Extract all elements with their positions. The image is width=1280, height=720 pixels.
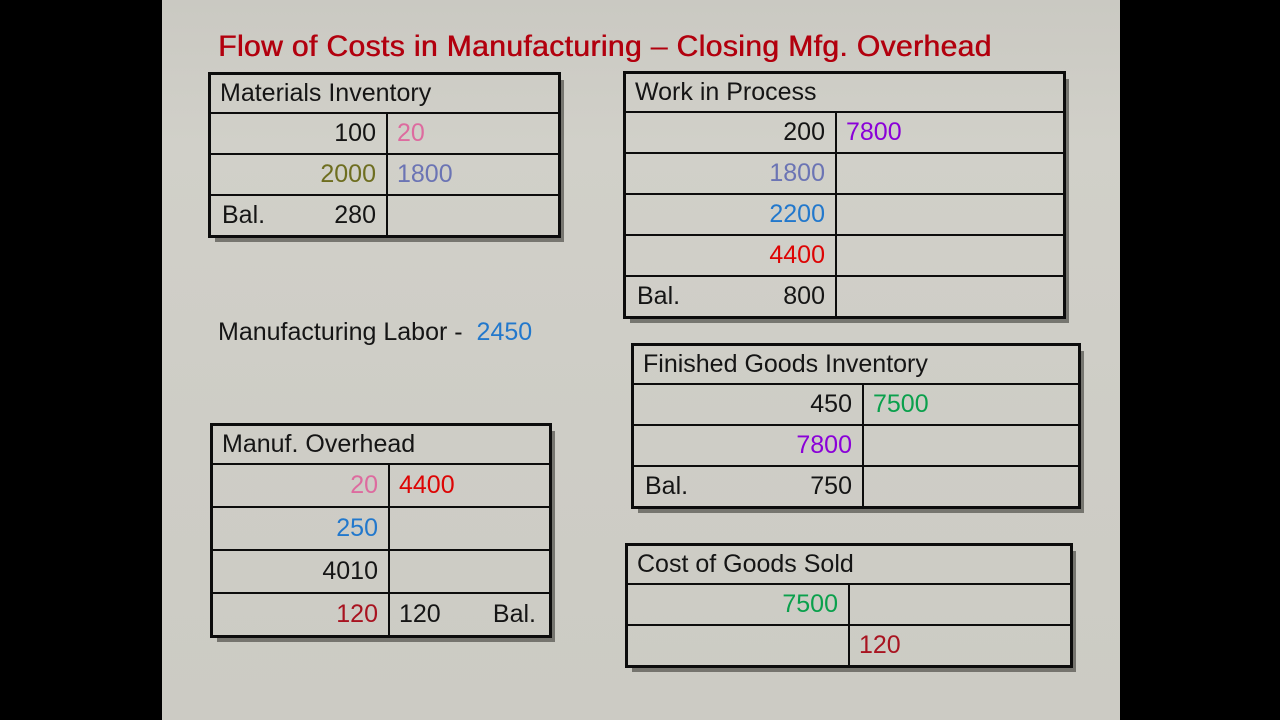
table-row: 2200	[626, 195, 1063, 236]
manufacturing-labor-note: Manufacturing Labor - 2450	[218, 318, 532, 347]
debit-cell: 7800	[634, 426, 864, 465]
account-title: Work in Process	[626, 74, 1063, 113]
debit-cell: 200	[626, 113, 837, 152]
credit-cell	[837, 236, 1063, 275]
table-row: 7800	[634, 426, 1078, 467]
cost-of-goods-sold-account: Cost of Goods Sold 7500 120	[625, 543, 1073, 668]
debit-cell	[628, 626, 850, 665]
work-in-process-account: Work in Process 200 7800 1800 2200	[623, 71, 1066, 319]
debit-amount: 450	[810, 390, 852, 418]
balance-label: Bal.	[222, 201, 266, 229]
credit-amount: 20	[397, 119, 425, 147]
credit-amount: 7500	[873, 390, 929, 418]
account-title: Cost of Goods Sold	[628, 546, 1070, 585]
credit-cell	[390, 551, 549, 592]
account-title: Manuf. Overhead	[213, 426, 549, 465]
table-row: Bal. 280	[211, 196, 558, 235]
credit-cell	[390, 508, 549, 549]
debit-cell: 4400	[626, 236, 837, 275]
debit-amount: 280	[334, 201, 376, 229]
table-row: 1800	[626, 154, 1063, 195]
debit-amount: 250	[336, 514, 378, 542]
debit-cell: Bal. 750	[634, 467, 864, 506]
debit-cell: 2000	[211, 155, 388, 194]
debit-amount: 800	[783, 282, 825, 310]
table-row: Bal. 750	[634, 467, 1078, 506]
debit-amount: 1800	[769, 159, 825, 187]
slide-title: Flow of Costs in Manufacturing – Closing…	[218, 30, 992, 63]
balance-label: Bal.	[492, 600, 536, 628]
debit-amount: 7800	[796, 431, 852, 459]
credit-cell	[864, 426, 1078, 465]
debit-cell: 120	[213, 594, 390, 635]
manufacturing-overhead-account: Manuf. Overhead 20 4400 250 4010	[210, 423, 552, 638]
debit-amount: 20	[350, 471, 378, 499]
debit-amount: 750	[810, 472, 852, 500]
table-row: 450 7500	[634, 385, 1078, 426]
credit-amount: 120	[399, 600, 441, 628]
credit-amount: 120	[859, 631, 901, 659]
credit-cell: 4400	[390, 465, 549, 506]
debit-cell: Bal. 280	[211, 196, 388, 235]
credit-cell	[837, 277, 1063, 316]
credit-cell: 1800	[388, 155, 558, 194]
table-row: 4010	[213, 551, 549, 594]
table-row: 250	[213, 508, 549, 551]
credit-cell: 120	[850, 626, 1070, 665]
credit-cell: 120 Bal.	[390, 594, 549, 635]
debit-amount: 100	[334, 119, 376, 147]
credit-cell: 7800	[837, 113, 1063, 152]
account-title: Finished Goods Inventory	[634, 346, 1078, 385]
credit-amount: 4400	[399, 471, 455, 499]
debit-amount: 4400	[769, 241, 825, 269]
debit-cell: 100	[211, 114, 388, 153]
table-row: 120	[628, 626, 1070, 665]
debit-cell: 250	[213, 508, 390, 549]
table-row: 2000 1800	[211, 155, 558, 196]
account-title: Materials Inventory	[211, 75, 558, 114]
credit-cell	[850, 585, 1070, 624]
balance-label: Bal.	[637, 282, 681, 310]
credit-cell	[837, 195, 1063, 234]
debit-cell: 2200	[626, 195, 837, 234]
table-row: 4400	[626, 236, 1063, 277]
debit-cell: 20	[213, 465, 390, 506]
slide-canvas: Flow of Costs in Manufacturing – Closing…	[162, 0, 1120, 720]
credit-cell	[837, 154, 1063, 193]
finished-goods-inventory-account: Finished Goods Inventory 450 7500 7800 B…	[631, 343, 1081, 509]
debit-amount: 4010	[322, 557, 378, 585]
balance-label: Bal.	[645, 472, 689, 500]
credit-cell	[864, 467, 1078, 506]
debit-amount: 7500	[782, 590, 838, 618]
debit-cell: Bal. 800	[626, 277, 837, 316]
debit-cell: 4010	[213, 551, 390, 592]
table-row: 120 120 Bal.	[213, 594, 549, 635]
debit-amount: 200	[783, 118, 825, 146]
debit-cell: 7500	[628, 585, 850, 624]
materials-inventory-account: Materials Inventory 100 20 2000 1800	[208, 72, 561, 238]
table-row: Bal. 800	[626, 277, 1063, 316]
labor-label: Manufacturing Labor -	[218, 318, 463, 346]
debit-amount: 2000	[320, 160, 376, 188]
labor-amount: 2450	[476, 318, 533, 346]
credit-amount: 1800	[397, 160, 453, 188]
credit-amount: 7800	[846, 118, 902, 146]
debit-cell: 450	[634, 385, 864, 424]
debit-amount: 2200	[769, 200, 825, 228]
debit-amount: 120	[336, 600, 378, 628]
table-row: 20 4400	[213, 465, 549, 508]
credit-cell: 7500	[864, 385, 1078, 424]
table-row: 200 7800	[626, 113, 1063, 154]
credit-cell	[388, 196, 558, 235]
table-row: 100 20	[211, 114, 558, 155]
table-row: 7500	[628, 585, 1070, 626]
credit-cell: 20	[388, 114, 558, 153]
debit-cell: 1800	[626, 154, 837, 193]
